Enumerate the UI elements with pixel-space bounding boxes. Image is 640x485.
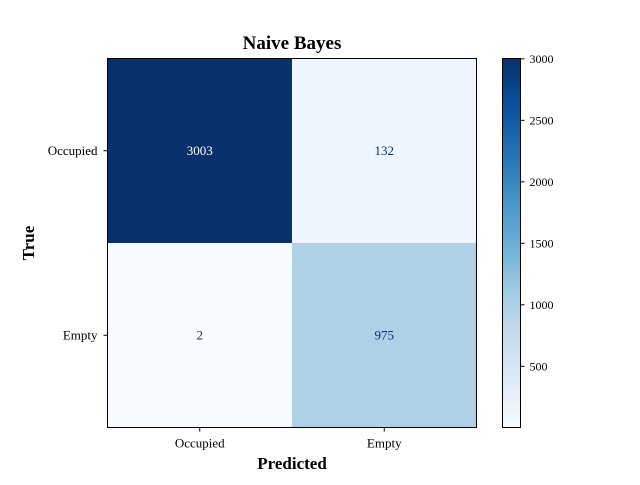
heatmap-cell bbox=[292, 243, 477, 428]
heatmap-cell-value: 2 bbox=[197, 327, 204, 342]
plot-frame bbox=[107, 58, 477, 428]
colorbar-ticks: 500 1000 1500 2000 2500 3000 bbox=[520, 52, 554, 373]
x-tick-label: Occupied bbox=[175, 436, 225, 451]
y-tick-label: Occupied bbox=[48, 143, 98, 158]
colorbar-tick-label: 1500 bbox=[530, 236, 554, 250]
heatmap-cell-value: 975 bbox=[375, 327, 395, 342]
heatmap-cell-value: 3003 bbox=[187, 143, 213, 158]
y-axis-ticks: Occupied Empty bbox=[48, 143, 108, 342]
x-axis-label: Predicted bbox=[257, 454, 327, 473]
heatmap-cell-value: 132 bbox=[375, 143, 395, 158]
colorbar bbox=[502, 58, 521, 428]
colorbar-tick-label: 1000 bbox=[530, 298, 554, 312]
chart-title: Naive Bayes bbox=[243, 33, 342, 54]
colorbar-tick-label: 2500 bbox=[530, 113, 554, 127]
heatmap-cell bbox=[107, 243, 292, 428]
x-axis-ticks: Occupied Empty bbox=[175, 427, 402, 451]
colorbar-tick-label: 2000 bbox=[530, 175, 554, 189]
heatmap-cell bbox=[107, 58, 292, 243]
colorbar-tick-label: 500 bbox=[530, 359, 548, 373]
heatmap-cell bbox=[292, 58, 477, 243]
colorbar-tick-label: 3000 bbox=[530, 52, 554, 66]
y-axis-label: True bbox=[19, 225, 38, 260]
y-tick-label: Empty bbox=[63, 327, 98, 342]
heatmap-cell-labels: 3003 132 2 975 bbox=[187, 143, 394, 343]
x-tick-label: Empty bbox=[367, 436, 402, 451]
heatmap-cells bbox=[107, 58, 477, 428]
